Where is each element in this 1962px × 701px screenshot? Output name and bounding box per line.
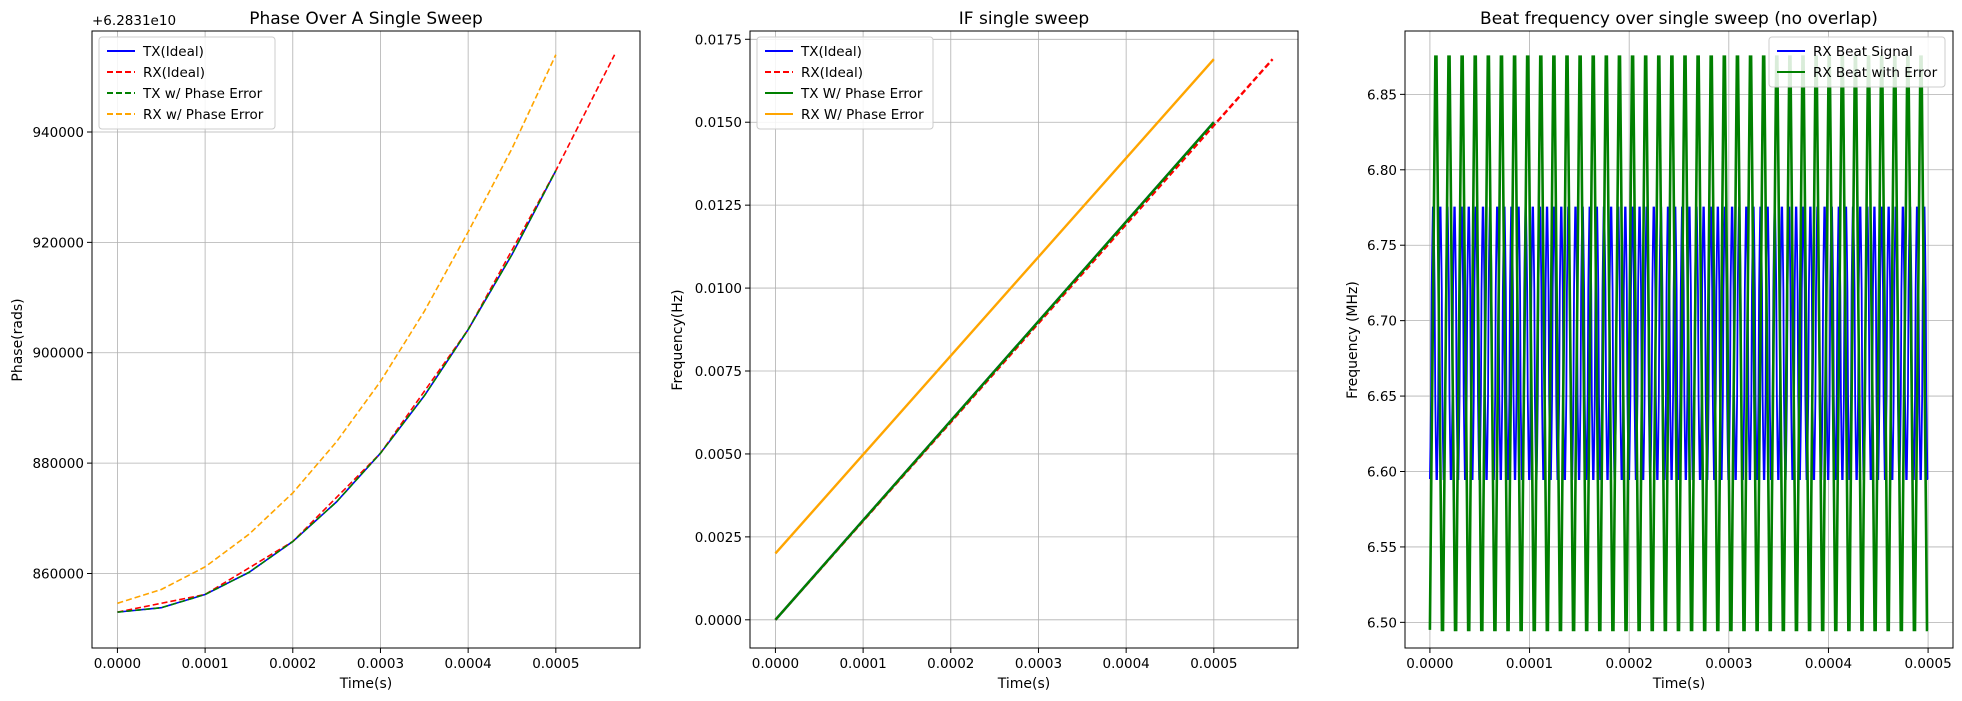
legend-label: RX Beat with Error <box>1813 65 1938 81</box>
y-tick-label: 0.0100 <box>695 281 742 297</box>
legend-label: TX(Ideal) <box>800 44 862 60</box>
series-line <box>774 121 1215 621</box>
y-tick-label: 6.50 <box>1367 615 1397 631</box>
x-tick-label: 0.0005 <box>532 656 579 672</box>
x-tick-label: 0.0003 <box>357 656 404 672</box>
x-tick-label: 0.0002 <box>269 656 316 672</box>
y-axis-label: Frequency(Hz) <box>670 289 686 390</box>
y-tick-label: 0.0000 <box>695 613 742 629</box>
legend-label: RX Beat Signal <box>1813 44 1913 60</box>
y-tick-label: 6.80 <box>1367 163 1397 179</box>
chart-title: IF single sweep <box>959 9 1089 29</box>
x-tick-label: 0.0002 <box>1606 656 1653 672</box>
y-tick-label: 920000 <box>32 235 84 251</box>
grid <box>92 31 640 648</box>
y-tick-label: 6.85 <box>1367 87 1397 103</box>
y-tick-label: 6.60 <box>1367 464 1397 480</box>
legend-label: TX W/ Phase Error <box>800 86 923 102</box>
x-tick-label: 0.0002 <box>927 656 974 672</box>
x-tick-label: 0.0000 <box>752 656 799 672</box>
plot-area <box>92 31 640 648</box>
y-tick-label: 860000 <box>32 566 84 582</box>
x-tick-label: 0.0004 <box>1805 656 1852 672</box>
plot-frame <box>749 30 1299 649</box>
legend: RX Beat Signal RX Beat with Error <box>1768 36 1946 88</box>
y-tick-label: 0.0075 <box>695 364 742 380</box>
x-axis-label: Time(s) <box>997 676 1050 692</box>
y-tick-label: 6.55 <box>1367 540 1397 556</box>
y-tick-label: 6.65 <box>1367 389 1397 405</box>
series-line <box>1428 55 1929 632</box>
series-line <box>774 58 1274 621</box>
x-tick-label: 0.0003 <box>1705 656 1752 672</box>
series-layer <box>774 58 1274 621</box>
series-line <box>117 170 557 613</box>
y-tick-label: 6.75 <box>1367 238 1397 254</box>
x-tick-label: 0.0005 <box>1190 656 1237 672</box>
series-line <box>774 58 1215 555</box>
legend-label: RX(Ideal) <box>143 65 205 81</box>
y-tick-label: 0.0175 <box>695 32 742 48</box>
tick-layer: 0.0000 0.0001 0.0002 0.0003 0.0004 0.0005 8600… <box>32 125 579 672</box>
legend: TX(Ideal) RX(Ideal) TX W/ Phase Error RX W/… <box>756 36 934 130</box>
y-tick-label: 0.0150 <box>695 115 742 131</box>
legend-label: RX(Ideal) <box>801 65 863 81</box>
legend-label: TX w/ Phase Error <box>142 86 263 102</box>
panel-if: 0.0000 0.0001 0.0002 0.0003 0.0004 0.0005 0.00… <box>670 9 1299 692</box>
x-tick-label: 0.0000 <box>94 656 141 672</box>
x-tick-label: 0.0001 <box>839 656 886 672</box>
x-tick-label: 0.0004 <box>1103 656 1150 672</box>
panel-beat: 0.0000 0.0001 0.0002 0.0003 0.0004 0.0005 6.50… <box>1345 9 1954 692</box>
legend-label: RX w/ Phase Error <box>143 107 264 123</box>
x-tick-label: 0.0000 <box>1406 656 1453 672</box>
tick-layer: 0.0000 0.0001 0.0002 0.0003 0.0004 0.0005 0.00… <box>695 32 1238 672</box>
panel-phase: 0.0000 0.0001 0.0002 0.0003 0.0004 0.0005 8600… <box>10 9 641 692</box>
legend-label: RX W/ Phase Error <box>801 107 924 123</box>
plot-frame <box>91 30 641 649</box>
y-tick-label: 880000 <box>32 456 84 472</box>
x-axis-label: Time(s) <box>339 676 392 692</box>
y-tick-label: 0.0125 <box>695 198 742 214</box>
x-axis-label: Time(s) <box>1652 676 1705 692</box>
series-layer <box>117 54 616 613</box>
series-layer <box>1428 55 1929 632</box>
y-tick-label: 940000 <box>32 125 84 141</box>
legend-box <box>756 36 934 130</box>
chart-title: Phase Over A Single Sweep <box>249 9 483 29</box>
x-tick-label: 0.0004 <box>445 656 492 672</box>
x-tick-label: 0.0003 <box>1015 656 1062 672</box>
y-axis-label: Phase(rads) <box>10 298 26 381</box>
chart-title: Beat frequency over single sweep (no ove… <box>1480 9 1878 29</box>
y-axis-label: Frequency (MHz) <box>1345 281 1361 399</box>
legend-box <box>1768 36 1946 88</box>
tick-layer: 0.0000 0.0001 0.0002 0.0003 0.0004 0.0005 6.50… <box>1367 87 1952 672</box>
y-tick-label: 900000 <box>32 346 84 362</box>
x-tick-label: 0.0005 <box>1904 656 1951 672</box>
x-tick-label: 0.0001 <box>181 656 228 672</box>
y-tick-label: 0.0050 <box>695 447 742 463</box>
x-tick-label: 0.0001 <box>1506 656 1553 672</box>
y-tick-label: 0.0025 <box>695 530 742 546</box>
y-offset-label: +6.2831e10 <box>92 13 176 29</box>
legend-label: TX(Ideal) <box>142 44 204 60</box>
legend: TX(Ideal) RX(Ideal) TX w/ Phase Error RX w/… <box>98 36 276 130</box>
legend-box <box>98 36 276 130</box>
y-tick-label: 6.70 <box>1367 314 1397 330</box>
plot-frame <box>1404 30 1954 649</box>
